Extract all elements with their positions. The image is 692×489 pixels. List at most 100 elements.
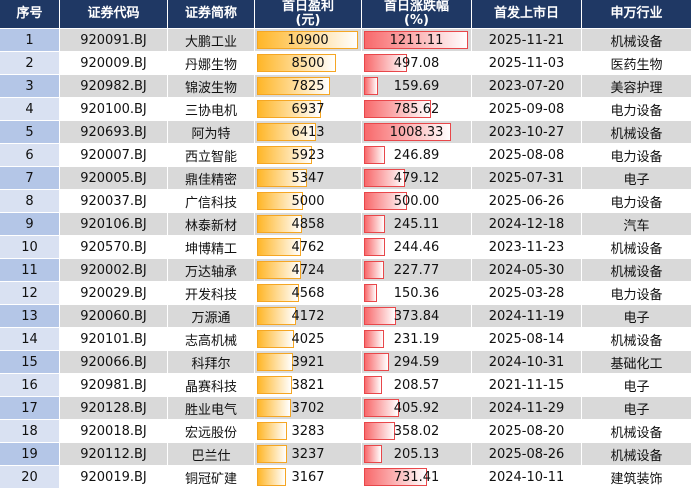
cell-text: 2024-11-19 xyxy=(488,308,565,324)
cell: 205.13 xyxy=(362,443,472,466)
cell: 医药生物 xyxy=(582,52,692,75)
cell: 7 xyxy=(0,167,60,190)
cell: 万源通 xyxy=(168,305,255,328)
cell-text: 15 xyxy=(21,354,38,370)
cell: 西立智能 xyxy=(168,144,255,167)
cell-text: 5923 xyxy=(291,147,325,163)
cell: 2025-11-21 xyxy=(472,29,582,52)
cell: 阿为特 xyxy=(168,121,255,144)
cell: 2024-11-29 xyxy=(472,397,582,420)
cell: 汽车 xyxy=(582,213,692,236)
cell-text: 7 xyxy=(25,170,34,186)
cell-text: 10900 xyxy=(287,32,329,48)
cell: 11 xyxy=(0,259,60,282)
cell: 920100.BJ xyxy=(60,98,168,121)
cell-text: 5 xyxy=(25,124,34,140)
cell-text: 8500 xyxy=(291,55,325,71)
cell-text: 电子 xyxy=(623,402,650,418)
data-bar xyxy=(364,468,427,486)
cell: 宏远股份 xyxy=(168,420,255,443)
data-bar xyxy=(257,376,293,394)
cell-text: 汽车 xyxy=(623,218,650,234)
cell: 2025-06-26 xyxy=(472,190,582,213)
cell: 373.84 xyxy=(362,305,472,328)
cell-text: 920570.BJ xyxy=(80,239,147,255)
cell: 13 xyxy=(0,305,60,328)
cell: 8500 xyxy=(255,52,362,75)
cell: 3283 xyxy=(255,420,362,443)
cell: 建筑装饰 xyxy=(582,466,692,489)
cell-text: 锦波生物 xyxy=(184,80,237,96)
cell: 开发科技 xyxy=(168,282,255,305)
cell: 244.46 xyxy=(362,236,472,259)
cell: 机械设备 xyxy=(582,443,692,466)
cell: 920060.BJ xyxy=(60,305,168,328)
cell: 2024-10-31 xyxy=(472,351,582,374)
cell-text: 丹娜生物 xyxy=(184,57,237,73)
cell: 159.69 xyxy=(362,75,472,98)
data-bar xyxy=(257,192,304,210)
cell: 3702 xyxy=(255,397,362,420)
cell: 6413 xyxy=(255,121,362,144)
cell-text: 3821 xyxy=(291,377,325,393)
header-text: (元) xyxy=(295,13,321,28)
data-bar xyxy=(257,215,302,233)
cell-text: 2023-07-20 xyxy=(488,78,565,94)
cell-text: 机械设备 xyxy=(610,241,663,257)
cell-text: 920007.BJ xyxy=(80,147,147,163)
cell: 2021-11-15 xyxy=(472,374,582,397)
cell-text: 美容护理 xyxy=(610,80,663,96)
cell-text: 731.41 xyxy=(393,469,440,485)
cell: 920029.BJ xyxy=(60,282,168,305)
cell: 坤博精工 xyxy=(168,236,255,259)
cell: 林泰新材 xyxy=(168,213,255,236)
cell-text: 405.92 xyxy=(393,400,440,416)
cell: 920106.BJ xyxy=(60,213,168,236)
cell: 8 xyxy=(0,190,60,213)
cell-text: 2023-11-23 xyxy=(488,239,565,255)
cell: 18 xyxy=(0,420,60,443)
header-text: 首发上市日 xyxy=(493,6,559,21)
cell: 4762 xyxy=(255,236,362,259)
cell-text: 920009.BJ xyxy=(80,55,147,71)
cell: 鼎佳精密 xyxy=(168,167,255,190)
cell-text: 2025-08-26 xyxy=(488,446,565,462)
data-bar xyxy=(257,31,358,49)
cell: 5347 xyxy=(255,167,362,190)
cell-text: 2025-11-21 xyxy=(488,32,565,48)
cell-text: 巴兰仕 xyxy=(191,448,231,464)
cell: 920570.BJ xyxy=(60,236,168,259)
cell: 785.62 xyxy=(362,98,472,121)
cell-text: 497.08 xyxy=(393,55,440,71)
cell: 三协电机 xyxy=(168,98,255,121)
cell: 机械设备 xyxy=(582,328,692,351)
cell: 12 xyxy=(0,282,60,305)
cell: 3 xyxy=(0,75,60,98)
cell-text: 920019.BJ xyxy=(80,469,147,485)
cell: 科拜尔 xyxy=(168,351,255,374)
data-bar xyxy=(364,123,451,141)
cell-text: 920018.BJ xyxy=(80,423,147,439)
cell-text: 2024-05-30 xyxy=(488,262,565,278)
cell: 3921 xyxy=(255,351,362,374)
cell-text: 16 xyxy=(21,377,38,393)
cell: 电力设备 xyxy=(582,190,692,213)
cell-text: 机械设备 xyxy=(610,333,663,349)
cell-text: 12 xyxy=(21,285,38,301)
header-text: 证券代码 xyxy=(87,6,140,21)
cell-text: 2024-12-18 xyxy=(488,216,565,232)
cell: 920112.BJ xyxy=(60,443,168,466)
cell-text: 479.12 xyxy=(393,170,440,186)
data-bar xyxy=(364,238,385,256)
data-bar xyxy=(364,54,407,72)
cell-text: 358.02 xyxy=(393,423,440,439)
cell: 19 xyxy=(0,443,60,466)
cell: 2025-11-03 xyxy=(472,52,582,75)
data-bar xyxy=(257,284,300,302)
cell-text: 10 xyxy=(21,239,38,255)
cell-text: 万达轴承 xyxy=(184,264,237,280)
cell-text: 科拜尔 xyxy=(191,356,231,372)
cell: 20 xyxy=(0,466,60,489)
cell-text: 18 xyxy=(21,423,38,439)
cell: 920002.BJ xyxy=(60,259,168,282)
